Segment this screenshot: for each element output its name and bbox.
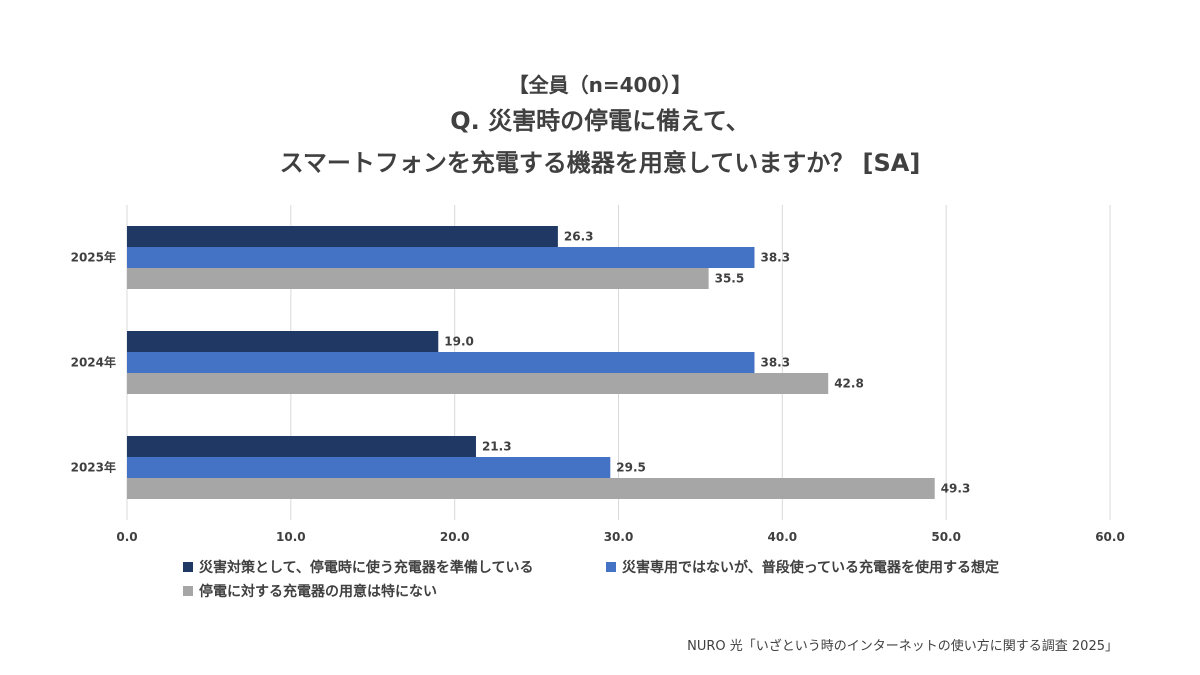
bar <box>127 373 829 394</box>
data-label: 29.5 <box>616 461 646 475</box>
bar <box>127 226 558 247</box>
data-label: 35.5 <box>715 272 745 286</box>
bar <box>127 457 611 478</box>
legend-swatch-everyday <box>606 562 616 572</box>
data-label: 19.0 <box>444 335 474 349</box>
legend-item-none: 停電に対する充電器の用意は特にない <box>183 581 437 601</box>
legend-swatch-prepared <box>183 562 193 572</box>
title-block: 【全員（n=400）】 Q. 災害時の停電に備えて、 スマートフォンを充電する機… <box>0 70 1200 184</box>
data-label: 38.3 <box>760 251 790 265</box>
bar <box>127 436 476 457</box>
x-tick-label: 10.0 <box>276 530 306 544</box>
legend-item-prepared: 災害対策として、停電時に使う充電器を準備している <box>183 557 533 577</box>
source-note: NURO 光「いざという時のインターネットの使い方に関する調査 2025」 <box>687 639 1118 654</box>
data-label: 38.3 <box>760 356 790 370</box>
legend-label-none: 停電に対する充電器の用意は特にない <box>199 584 437 600</box>
category-label: 2025年 <box>71 250 116 265</box>
x-tick-label: 20.0 <box>440 530 470 544</box>
data-label: 49.3 <box>941 482 971 496</box>
chart-title-line1: Q. 災害時の停電に備えて、 <box>450 107 750 135</box>
category-label: 2024年 <box>71 355 116 370</box>
bar <box>127 331 439 352</box>
data-label: 21.3 <box>482 440 512 454</box>
chart-subtitle: 【全員（n=400）】 <box>508 73 692 97</box>
legend-item-everyday: 災害専用ではないが、普段使っている充電器を使用する想定 <box>606 557 999 577</box>
bar <box>127 478 935 499</box>
legend-label-prepared: 災害対策として、停電時に使う充電器を準備している <box>199 560 534 576</box>
x-tick-label: 0.0 <box>116 530 137 544</box>
x-tick-label: 50.0 <box>931 530 961 544</box>
data-label: 42.8 <box>834 377 864 391</box>
x-tick-label: 60.0 <box>1095 530 1125 544</box>
data-label: 26.3 <box>564 230 594 244</box>
bar <box>127 268 709 289</box>
legend-swatch-none <box>183 586 193 596</box>
bar <box>127 352 755 373</box>
category-label: 2023年 <box>71 460 116 475</box>
x-tick-label: 30.0 <box>604 530 634 544</box>
chart-title-line2: スマートフォンを充電する機器を用意していますか？ [SA] <box>279 149 921 177</box>
x-tick-label: 40.0 <box>768 530 798 544</box>
bar <box>127 247 755 268</box>
legend-label-everyday: 災害専用ではないが、普段使っている充電器を使用する想定 <box>622 560 1000 576</box>
